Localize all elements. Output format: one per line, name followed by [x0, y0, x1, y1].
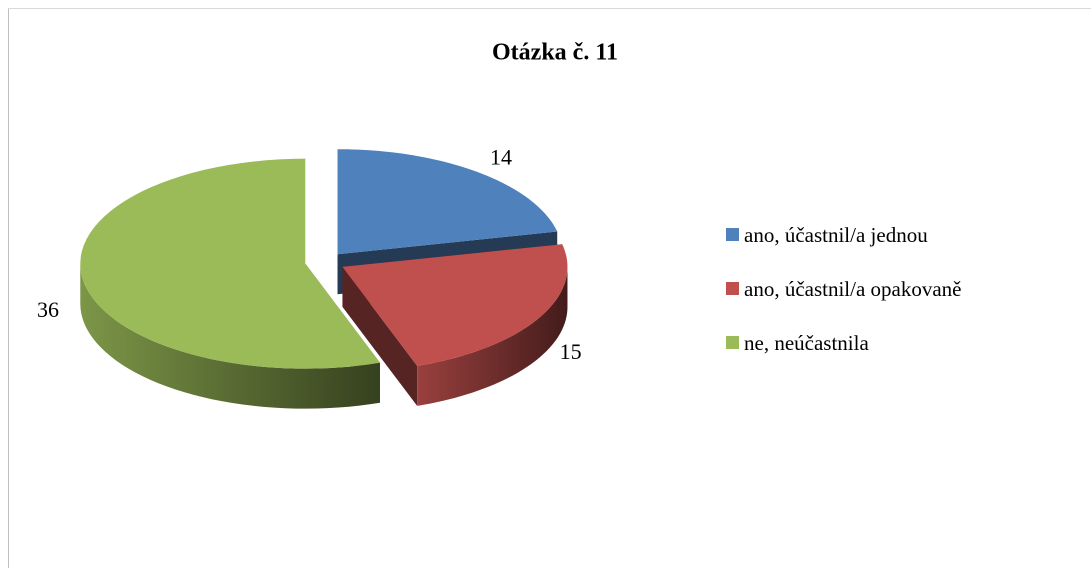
legend-swatch: [726, 228, 739, 241]
data-label: 36: [37, 297, 59, 322]
chart-title: Otázka č. 11: [492, 40, 618, 66]
slice: [80, 158, 380, 369]
slice-cut-face: [342, 266, 418, 406]
legend-label: ne, neúčastnila: [744, 331, 869, 355]
legend-item: ne, neúčastnila: [726, 326, 976, 360]
legend-item: ano, účastnil/a opakovaně: [726, 272, 976, 306]
slice-side: [417, 266, 568, 406]
slice: [337, 149, 558, 255]
legend: ano, účastnil/a jednou ano, účastnil/a op…: [726, 218, 976, 380]
slice: [342, 244, 568, 366]
legend-swatch: [726, 336, 739, 349]
slice-tops: [80, 149, 568, 369]
slice-side: [80, 263, 380, 409]
legend-swatch: [726, 282, 739, 295]
legend-item: ano, účastnil/a jednou: [726, 218, 976, 252]
legend-label: ano, účastnil/a jednou: [744, 223, 928, 247]
legend-label: ano, účastnil/a opakovaně: [744, 277, 962, 301]
data-label: 15: [560, 339, 582, 364]
data-label: 14: [490, 144, 512, 169]
